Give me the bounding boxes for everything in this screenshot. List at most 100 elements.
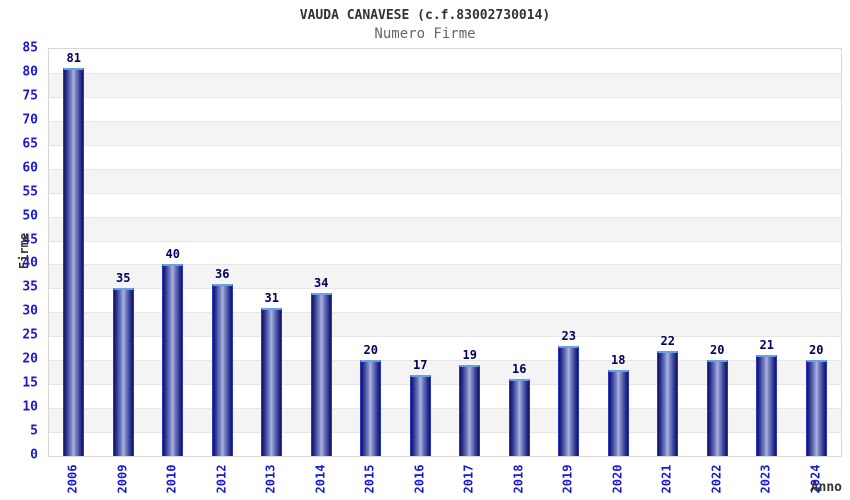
bar xyxy=(706,360,728,456)
bar-value-label: 34 xyxy=(314,276,329,291)
bar-slot: 20 xyxy=(346,49,396,456)
bar xyxy=(607,369,629,456)
grid-band xyxy=(49,120,841,145)
bar xyxy=(508,379,530,456)
bar-slot: 23 xyxy=(544,49,594,456)
x-tick-slot: 2020 xyxy=(593,458,643,500)
x-tick-slot: 2013 xyxy=(246,458,296,500)
x-tick-label: 2019 xyxy=(560,464,575,494)
grid-band xyxy=(49,408,841,433)
bar-slot: 16 xyxy=(495,49,545,456)
bar xyxy=(459,365,481,456)
bar-value-label: 19 xyxy=(462,348,477,363)
grid-band xyxy=(49,312,841,337)
x-axis-title: Anno xyxy=(810,480,842,495)
grid-band xyxy=(49,72,841,97)
bar xyxy=(409,374,431,456)
bar-slot: 36 xyxy=(198,49,248,456)
bar-slot: 17 xyxy=(396,49,446,456)
bar-value-label: 18 xyxy=(611,352,626,367)
bar-slot: 34 xyxy=(297,49,347,456)
grid-band xyxy=(49,384,841,408)
bar xyxy=(112,288,134,456)
x-tick-label: 2016 xyxy=(412,464,427,494)
x-tick-label: 2012 xyxy=(214,464,229,494)
bar-value-label: 35 xyxy=(116,271,131,286)
x-tick-slot: 2010 xyxy=(147,458,197,500)
y-tick-label: 80 xyxy=(22,64,38,80)
bar xyxy=(261,307,283,456)
x-tick-slot: 2022 xyxy=(692,458,742,500)
bar-value-label: 20 xyxy=(809,343,824,358)
x-tick-label: 2013 xyxy=(263,464,278,494)
y-tick-label: 45 xyxy=(22,232,38,248)
x-tick-label: 2023 xyxy=(758,464,773,494)
y-tick-label: 75 xyxy=(22,88,38,104)
x-tick-label: 2020 xyxy=(610,464,625,494)
grid-band xyxy=(49,168,841,193)
bar-slot: 20 xyxy=(792,49,842,456)
chart-title: VAUDA CANAVESE (c.f.83002730014) xyxy=(299,8,551,23)
grid-band xyxy=(49,240,841,265)
bar-slot: 40 xyxy=(148,49,198,456)
bar-value-label: 17 xyxy=(413,357,428,372)
x-tick-label: 2022 xyxy=(709,464,724,494)
bar-value-label: 20 xyxy=(363,343,378,358)
bar-value-label: 81 xyxy=(66,51,81,66)
bar xyxy=(310,293,332,456)
x-tick-slot: 2021 xyxy=(642,458,692,500)
y-tick-label: 65 xyxy=(22,136,38,152)
x-tick-slot: 2014 xyxy=(296,458,346,500)
bar xyxy=(360,360,382,456)
x-tick-label: 2015 xyxy=(362,464,377,494)
bar xyxy=(162,264,184,456)
x-tick-slot: 2017 xyxy=(444,458,494,500)
x-tick-label: 2006 xyxy=(65,464,80,494)
bar-value-label: 23 xyxy=(561,328,576,343)
bar xyxy=(756,355,778,456)
x-tick-slot: 2006 xyxy=(48,458,98,500)
y-tick-label: 25 xyxy=(22,327,38,343)
y-tick-label: 85 xyxy=(22,40,38,56)
x-tick-slot: 2009 xyxy=(98,458,148,500)
bar-slot: 81 xyxy=(49,49,99,456)
y-tick-label: 0 xyxy=(30,447,38,463)
x-tick-label: 2014 xyxy=(313,464,328,494)
bar-slot: 21 xyxy=(742,49,792,456)
bar-value-label: 21 xyxy=(759,338,774,353)
x-tick-label: 2021 xyxy=(659,464,674,494)
y-tick-label: 35 xyxy=(22,279,38,295)
y-tick-label: 55 xyxy=(22,184,38,200)
bar-value-label: 22 xyxy=(660,333,675,348)
x-tick-label: 2010 xyxy=(164,464,179,494)
grid-band xyxy=(49,360,841,385)
bar xyxy=(657,350,679,456)
y-axis-tick-labels: 0 5 10 15 20 25 30 35 40 45 50 55 60 65 70 75 80 85 xyxy=(0,42,44,462)
x-tick-slot: 2018 xyxy=(494,458,544,500)
bar xyxy=(211,283,233,456)
x-axis-tick-labels: 2006 2009 2010 2012 2013 2014 2015 2016 2017 2018… xyxy=(48,458,840,500)
x-tick-slot: 2015 xyxy=(345,458,395,500)
plot-area: 81 35 40 36 31 34 20 17 19 16 23 18 22 20 21 20 xyxy=(48,48,842,457)
y-axis-title: Firme xyxy=(17,232,31,270)
bar-slot: 19 xyxy=(445,49,495,456)
x-tick-slot: 2012 xyxy=(197,458,247,500)
y-tick-label: 10 xyxy=(22,399,38,415)
y-tick-label: 15 xyxy=(22,375,38,391)
y-tick-label: 5 xyxy=(30,423,38,439)
x-tick-label: 2018 xyxy=(511,464,526,494)
grid-band xyxy=(49,264,841,289)
y-tick-label: 30 xyxy=(22,303,38,319)
grid-band xyxy=(49,432,841,456)
bar-slot: 18 xyxy=(594,49,644,456)
grid-band xyxy=(49,144,841,169)
grid-band xyxy=(49,288,841,312)
y-tick-label: 60 xyxy=(22,160,38,176)
y-tick-label: 50 xyxy=(22,208,38,224)
bar xyxy=(805,360,827,456)
bar-series: 81 35 40 36 31 34 20 17 19 16 23 18 22 20 21 20 xyxy=(49,49,841,456)
grid-band xyxy=(49,192,841,217)
x-tick-slot: 2019 xyxy=(543,458,593,500)
x-tick-slot: 2016 xyxy=(395,458,445,500)
